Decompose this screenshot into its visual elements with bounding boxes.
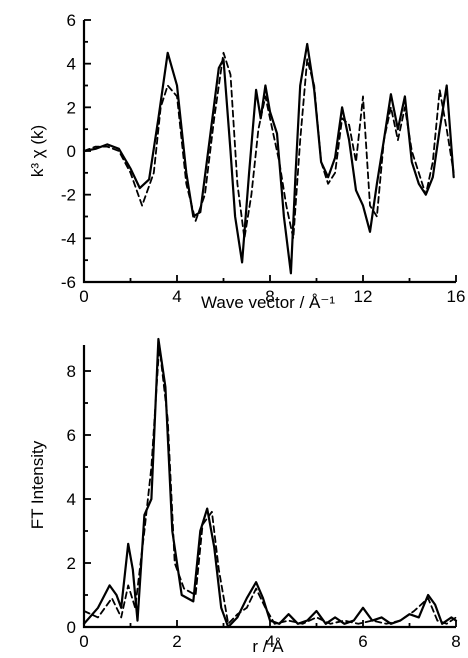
ft-series-dashed — [83, 344, 457, 625]
ft-ticks: 0 2 4 6 8 0 2 4 6 8 — [67, 362, 461, 651]
exafs-x-tick-label: 0 — [79, 287, 88, 306]
exafs-x-tick-label: 8 — [265, 287, 274, 306]
exafs-y-tick-label: 0 — [67, 142, 76, 161]
exafs-series-solid — [82, 42, 455, 275]
ft-y-tick-label: 0 — [67, 618, 76, 637]
ft-y-tick-label: 4 — [67, 490, 76, 509]
ft-series-solid — [82, 337, 458, 629]
exafs-y-axis-label: k³ χ (k) — [28, 125, 47, 177]
ft-y-axis-label: FT Intensity — [28, 440, 47, 529]
ft-x-tick-label: 6 — [358, 632, 367, 651]
exafs-y-tick-label: -4 — [61, 229, 76, 248]
ft-x-tick-label: 8 — [451, 632, 460, 651]
ft-plot-area — [82, 337, 458, 629]
exafs-x-axis-label: Wave vector / Å⁻¹ — [201, 293, 335, 312]
ft-y-tick-label: 8 — [67, 362, 76, 381]
ft-x-tick-label: 2 — [172, 632, 181, 651]
exafs-series-dashed — [83, 51, 455, 240]
exafs-y-tick-label: -2 — [61, 186, 76, 205]
exafs-x-tick-label: 12 — [354, 287, 373, 306]
ft-x-axis-label: r / Å — [252, 637, 284, 656]
exafs-panel: 0 4 8 12 16 -6 -4 -2 0 2 4 6 Wave vector / Å⁻¹ k³ χ… — [28, 11, 465, 312]
exafs-ticks: 0 4 8 12 16 -6 -4 -2 0 2 4 6 — [61, 11, 466, 306]
exafs-x-tick-label: 16 — [447, 287, 466, 306]
ft-y-tick-label: 6 — [67, 426, 76, 445]
exafs-y-tick-label: 4 — [67, 55, 76, 74]
exafs-y-tick-label: 6 — [67, 11, 76, 30]
exafs-y-tick-label: 2 — [67, 98, 76, 117]
ft-x-tick-label: 0 — [79, 632, 88, 651]
exafs-axis-frame — [82, 20, 456, 284]
ft-x-tick-label: 4 — [265, 632, 274, 651]
ft-y-tick-label: 2 — [67, 554, 76, 573]
ft-panel: 0 2 4 6 8 0 2 4 6 8 r / Å FT Intensity — [28, 337, 461, 656]
exafs-plot-area — [82, 42, 455, 275]
exafs-x-tick-label: 4 — [172, 287, 181, 306]
exafs-y-tick-label: -6 — [61, 273, 76, 292]
